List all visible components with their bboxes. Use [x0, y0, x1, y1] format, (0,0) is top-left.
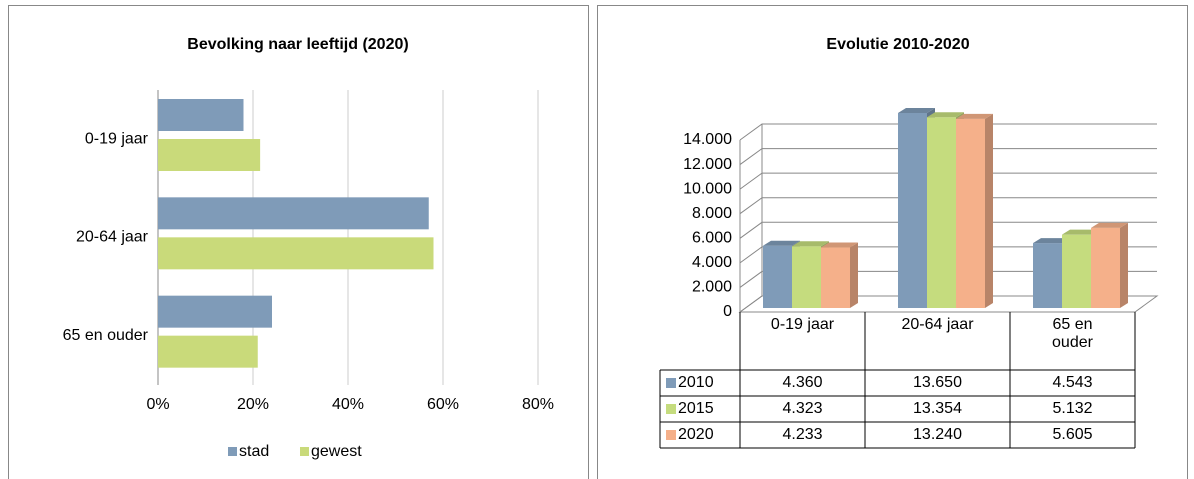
bar: [158, 139, 261, 171]
table-value: 4.543: [1052, 374, 1092, 391]
bar: [956, 113, 993, 308]
bar: [1091, 222, 1128, 308]
legend-label: 2015: [678, 400, 714, 417]
table-header: 0-19 jaar: [770, 316, 835, 333]
y-tick-label: 12.000: [683, 156, 732, 173]
category-label: 20-64 jaar: [901, 316, 974, 333]
table-header: 65 en ouder: [1052, 316, 1093, 351]
panel-right: [597, 5, 1188, 479]
bar-front: [956, 118, 985, 308]
table-value: 4.233: [782, 426, 822, 443]
bar-top: [1062, 229, 1099, 235]
bar-front: [1091, 227, 1120, 308]
y-tick-label: 14.000: [683, 131, 732, 148]
bar: [158, 335, 258, 368]
bar-front: [898, 113, 927, 308]
bar: [158, 99, 244, 131]
bar-front: [792, 246, 821, 308]
table-value: 13.650: [913, 374, 962, 391]
y-tick-label: 65 en ouder: [63, 327, 149, 344]
bar-front: [1062, 234, 1091, 308]
bar-top: [1033, 238, 1070, 244]
category-label: 65 en ouder: [1052, 316, 1093, 351]
y-tick-label: 2.000: [692, 279, 732, 296]
bar-top: [763, 240, 800, 246]
bar-side: [985, 113, 993, 308]
y-tick-label: 0: [723, 303, 732, 320]
x-tick-label: 0%: [146, 396, 169, 413]
y-tick-label: 20-64 jaar: [76, 229, 149, 246]
bar-front: [1033, 243, 1062, 308]
bar-front: [927, 117, 956, 308]
bar-side: [1120, 222, 1128, 308]
legend-label: stad: [239, 443, 269, 460]
y-tick-label: 4.000: [692, 254, 732, 271]
x-tick-label: 20%: [237, 396, 269, 413]
bar: [821, 242, 858, 308]
category-label: 0-19 jaar: [770, 316, 835, 333]
x-tick-label: 60%: [427, 396, 459, 413]
bar: [158, 237, 434, 270]
bar-top: [927, 112, 964, 118]
bar-side: [850, 242, 858, 308]
y-tick-label: 6.000: [692, 230, 732, 247]
table-header: 20-64 jaar: [901, 316, 974, 333]
legend-swatch: [666, 404, 676, 414]
legend-swatch: [300, 447, 309, 456]
x-tick-label: 80%: [522, 396, 554, 413]
legend-label: 2020: [678, 426, 714, 443]
bar-top: [898, 108, 935, 113]
table-value: 5.605: [1052, 426, 1092, 443]
bar: [158, 197, 429, 230]
table-value: 13.354: [913, 400, 962, 417]
bar-top: [792, 241, 829, 247]
bar-top: [956, 113, 993, 119]
legend-swatch: [228, 447, 237, 456]
x-tick-label: 40%: [332, 396, 364, 413]
bar-top: [1091, 222, 1128, 228]
legend-label: gewest: [311, 443, 362, 460]
chart-title: Evolutie 2010-2020: [826, 36, 969, 53]
table-value: 4.360: [782, 374, 822, 391]
y-tick-label: 10.000: [683, 180, 732, 197]
chart-title: Bevolking naar leeftijd (2020): [187, 36, 408, 53]
legend-swatch: [666, 430, 676, 440]
y-tick-label: 8.000: [692, 205, 732, 222]
legend-swatch: [666, 378, 676, 388]
panel-left: [8, 5, 589, 479]
table-value: 4.323: [782, 400, 822, 417]
y-tick-label: 0-19 jaar: [85, 130, 149, 147]
bar-front: [763, 245, 792, 308]
table-value: 13.240: [913, 426, 962, 443]
bar-front: [821, 247, 850, 308]
legend-label: 2010: [678, 374, 714, 391]
bar-top: [821, 242, 858, 248]
bar: [158, 295, 272, 328]
table-value: 5.132: [1052, 400, 1092, 417]
